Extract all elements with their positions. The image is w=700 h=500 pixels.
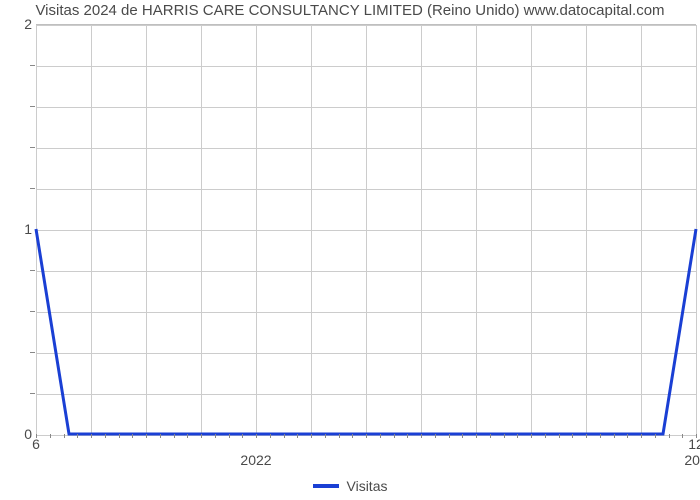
x-minor-tick (311, 434, 312, 438)
x-minor-tick (682, 434, 683, 438)
x-minor-tick (586, 434, 587, 438)
x-minor-tick (215, 434, 216, 438)
x-minor-tick (201, 434, 202, 438)
chart-title: Visitas 2024 de HARRIS CARE CONSULTANCY … (0, 2, 700, 19)
x-minor-tick (119, 434, 120, 438)
x-minor-tick (504, 434, 505, 438)
x-minor-tick (174, 434, 175, 438)
x-minor-tick (669, 434, 670, 438)
x-minor-tick (407, 434, 408, 438)
x-minor-tick (187, 434, 188, 438)
x-minor-tick (641, 434, 642, 438)
x-minor-tick (91, 434, 92, 438)
x-minor-tick (132, 434, 133, 438)
x-minor-tick (105, 434, 106, 438)
x-minor-tick (572, 434, 573, 438)
y-minor-tick (30, 352, 35, 353)
x-minor-tick (352, 434, 353, 438)
legend-label: Visitas (347, 478, 388, 494)
x-minor-tick (559, 434, 560, 438)
x-tick-label-right-bottom: 202 (684, 452, 700, 468)
x-minor-tick (325, 434, 326, 438)
x-minor-tick (600, 434, 601, 438)
x-minor-tick (284, 434, 285, 438)
x-minor-tick (627, 434, 628, 438)
x-tick-label-center: 2022 (240, 452, 271, 468)
x-tick-label-right-top: 12 (688, 436, 700, 452)
x-minor-tick (545, 434, 546, 438)
x-minor-tick (77, 434, 78, 438)
x-minor-tick (449, 434, 450, 438)
x-minor-tick (517, 434, 518, 438)
y-tick-label: 2 (4, 16, 32, 32)
x-minor-tick (614, 434, 615, 438)
y-minor-tick (30, 106, 35, 107)
x-minor-tick (270, 434, 271, 438)
x-minor-tick (531, 434, 532, 438)
x-minor-tick (476, 434, 477, 438)
y-minor-tick (30, 147, 35, 148)
x-minor-tick (490, 434, 491, 438)
y-tick-label: 1 (4, 221, 32, 237)
y-minor-tick (30, 65, 35, 66)
x-minor-tick (462, 434, 463, 438)
x-minor-tick (421, 434, 422, 438)
y-minor-tick (30, 270, 35, 271)
y-tick-label: 0 (4, 426, 32, 442)
x-minor-tick (242, 434, 243, 438)
legend: Visitas (0, 478, 700, 494)
x-minor-tick (435, 434, 436, 438)
x-minor-tick (229, 434, 230, 438)
x-minor-tick (50, 434, 51, 438)
x-minor-tick (256, 434, 257, 438)
x-minor-tick (366, 434, 367, 438)
x-minor-tick (394, 434, 395, 438)
x-tick-label-left: 6 (32, 436, 40, 452)
x-minor-tick (64, 434, 65, 438)
chart-container: Visitas 2024 de HARRIS CARE CONSULTANCY … (0, 0, 700, 500)
x-minor-tick (160, 434, 161, 438)
y-minor-tick (30, 188, 35, 189)
x-minor-tick (380, 434, 381, 438)
x-minor-tick (297, 434, 298, 438)
x-minor-tick (146, 434, 147, 438)
x-minor-tick (339, 434, 340, 438)
y-minor-tick (30, 311, 35, 312)
x-minor-tick (655, 434, 656, 438)
legend-swatch (313, 484, 339, 488)
series-line (36, 24, 696, 434)
y-minor-tick (30, 393, 35, 394)
